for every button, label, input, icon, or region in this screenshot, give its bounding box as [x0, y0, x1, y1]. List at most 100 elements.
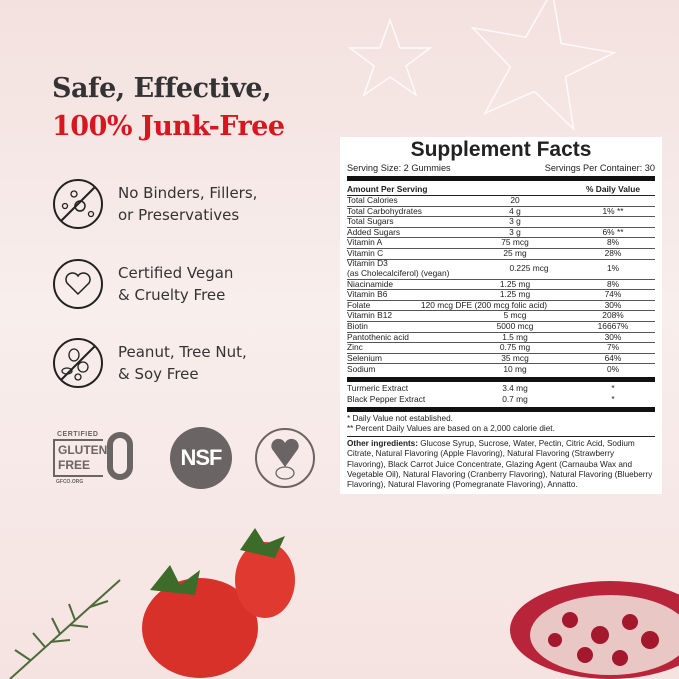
serving-size: Serving Size: 2 Gummies — [347, 163, 451, 173]
supplement-facts-panel: Supplement Facts Serving Size: 2 Gummies… — [340, 137, 662, 495]
nutrient-name: Vitamin C — [347, 247, 384, 258]
nutrient-amount: 75 mcg — [501, 237, 529, 248]
nutrient-name: Niacinamide — [347, 278, 394, 289]
feature-text: Peanut, Tree Nut, — [118, 343, 247, 361]
nutrient-name: Added Sugars — [347, 226, 401, 237]
nutrient-name-line: Vitamin D3 — [347, 258, 388, 269]
footnote-2: ** Percent Daily Values are based on a 2… — [347, 424, 555, 434]
feature-allergen-free: Peanut, Tree Nut, & Soy Free — [52, 337, 247, 389]
nutrient-amount: 3 g — [509, 226, 521, 237]
nutrient-dv: * — [611, 394, 615, 404]
other-ingredients-text: Glucose Syrup, Sucrose, Water, Pectin, C… — [347, 439, 653, 489]
nutrient-row: Added Sugars 3 g 6% ** — [347, 226, 655, 239]
nutrient-name: Zinc — [347, 342, 363, 353]
nutrient-dv: 7% — [606, 342, 620, 353]
nutrient-amount: 35 mcg — [501, 352, 529, 363]
nutrient-name: Total Sugars — [347, 216, 394, 227]
amount-header: Amount Per Serving — [347, 184, 428, 194]
nutrient-row: Total Carbohydrates 4 g 1% ** — [347, 205, 655, 218]
nutrient-row: Turmeric Extract 3.4 mg * — [347, 384, 655, 395]
nutrient-row: Pantothenic acid 1.5 mg 30% — [347, 331, 655, 344]
leaping-bunny-icon — [255, 428, 315, 488]
nutrient-row: Selenium 35 mcg 64% — [347, 352, 655, 365]
feature-text: & Cruelty Free — [118, 286, 226, 304]
divider-bar — [347, 407, 655, 413]
headline-line2: 100% Junk-Free — [52, 111, 285, 142]
nutrient-row: Total Calories 20 — [347, 195, 655, 207]
nutrient-amount: 1.25 mg — [499, 278, 531, 289]
nutrient-amount: 3.4 mg — [502, 383, 528, 394]
nutrient-amount: 0.75 mg — [499, 342, 531, 353]
nutrient-dv: 30% — [604, 299, 622, 310]
nutrient-name: Biotin — [347, 320, 368, 331]
nutrient-dv: 0% — [606, 363, 620, 374]
feature-no-binders: No Binders, Fillers, or Preservatives — [52, 178, 257, 230]
nutrient-row: Sodium 10 mg 0% — [347, 364, 655, 375]
nutrient-amount: 0.225 mcg — [509, 263, 549, 274]
nutrient-amount: 1.5 mg — [502, 331, 528, 342]
footnote-1: * Daily Value not established. — [347, 414, 453, 424]
no-nuts-icon — [53, 338, 103, 388]
nutrient-dv: 16667% — [597, 320, 629, 331]
nutrient-name: Sodium — [347, 363, 376, 374]
nutrient-dv: 74% — [604, 289, 622, 300]
feature-text: & Soy Free — [118, 365, 199, 383]
nutrient-amount: 25 mg — [503, 247, 527, 258]
nutrient-row: Niacinamide 1.25 mg 8% — [347, 278, 655, 291]
feature-vegan: Certified Vegan & Cruelty Free — [52, 258, 233, 310]
nutrient-name-line: (as Cholecalciferol) (vegan) — [347, 268, 450, 279]
feature-text: Certified Vegan — [118, 264, 234, 282]
servings-per-container: Servings Per Container: 30 — [544, 163, 655, 173]
nutrient-name: Folate — [347, 299, 371, 310]
feature-text: No Binders, Fillers, — [118, 184, 258, 202]
nutrient-dv: * — [611, 383, 615, 394]
nutrient-dv: 8% — [606, 237, 620, 248]
nutrient-amount: 0.7 mg — [502, 394, 528, 404]
nutrient-amount: 10 mg — [503, 363, 527, 374]
nutrient-dv: 208% — [602, 310, 624, 321]
nutrient-name: Pantothenic acid — [347, 331, 409, 342]
nutrient-name: Vitamin B12 — [347, 310, 393, 321]
nsf-logo: NSF — [170, 427, 232, 489]
headline-line1: Safe, Effective, — [52, 73, 272, 104]
gluten-free-logo: CERTIFIED GLUTEN FREE GFCO.ORG — [53, 430, 151, 492]
nutrient-row: Biotin 5000 mcg 16667% — [347, 320, 655, 333]
nutrient-name: Total Calories — [347, 195, 398, 205]
nutrient-dv: 1% ** — [602, 205, 624, 216]
nutrient-name: Black Pepper Extract — [347, 394, 426, 404]
nutrient-amount: 5000 mcg — [496, 320, 534, 331]
nutrient-row: Vitamin D3 (as Cholecalciferol) (vegan) 0.… — [347, 259, 655, 280]
nutrient-name: Total Carbohydrates — [347, 205, 422, 216]
dv-header: % Daily Value — [586, 184, 640, 194]
star-decoration — [347, 0, 617, 131]
nutrient-row: Folate 120 mcg DFE (200 mcg folic acid) 30… — [347, 299, 655, 312]
nutrient-row: Total Sugars 3 g — [347, 217, 655, 228]
nutrient-name: Turmeric Extract — [347, 383, 409, 394]
divider-bar — [347, 176, 655, 181]
nutrient-dv: 6% ** — [602, 226, 624, 237]
nutrient-dv: 1% — [606, 263, 620, 274]
nutrient-name: Vitamin A — [347, 237, 383, 248]
nutrient-row: Vitamin B6 1.25 mg 74% — [347, 290, 655, 301]
nutrient-amount: 3 g — [509, 216, 521, 227]
feature-text: or Preservatives — [118, 206, 240, 224]
nutrient-amount: 4 g — [509, 205, 521, 216]
fruit-decoration — [9, 528, 679, 679]
facts-title: Supplement Facts — [410, 138, 592, 161]
nutrient-dv: 30% — [604, 331, 622, 342]
nutrient-amount: 120 mcg DFE (200 mcg folic acid) — [420, 299, 548, 310]
no-chemicals-icon — [53, 179, 103, 229]
nutrient-dv: 28% — [604, 247, 622, 258]
nutrient-row: Vitamin A 75 mcg 8% — [347, 238, 655, 249]
nutrient-dv: 64% — [604, 352, 622, 363]
other-ingredients-label: Other ingredients: — [347, 439, 418, 449]
nutrient-amount: 20 — [510, 195, 520, 205]
nutrient-amount: 1.25 mg — [499, 289, 531, 300]
other-ingredients: Other ingredients: Glucose Syrup, Sucros… — [347, 436, 655, 490]
nutrient-row: Black Pepper Extract 0.7 mg * — [347, 394, 655, 406]
nutrient-name: Selenium — [347, 352, 382, 363]
divider-bar — [347, 376, 655, 382]
nutrient-dv: 8% — [606, 278, 620, 289]
nutrient-name: Vitamin D3 (as Cholecalciferol) (vegan) — [347, 259, 487, 278]
nutrient-amount: 5 mcg — [503, 310, 527, 321]
